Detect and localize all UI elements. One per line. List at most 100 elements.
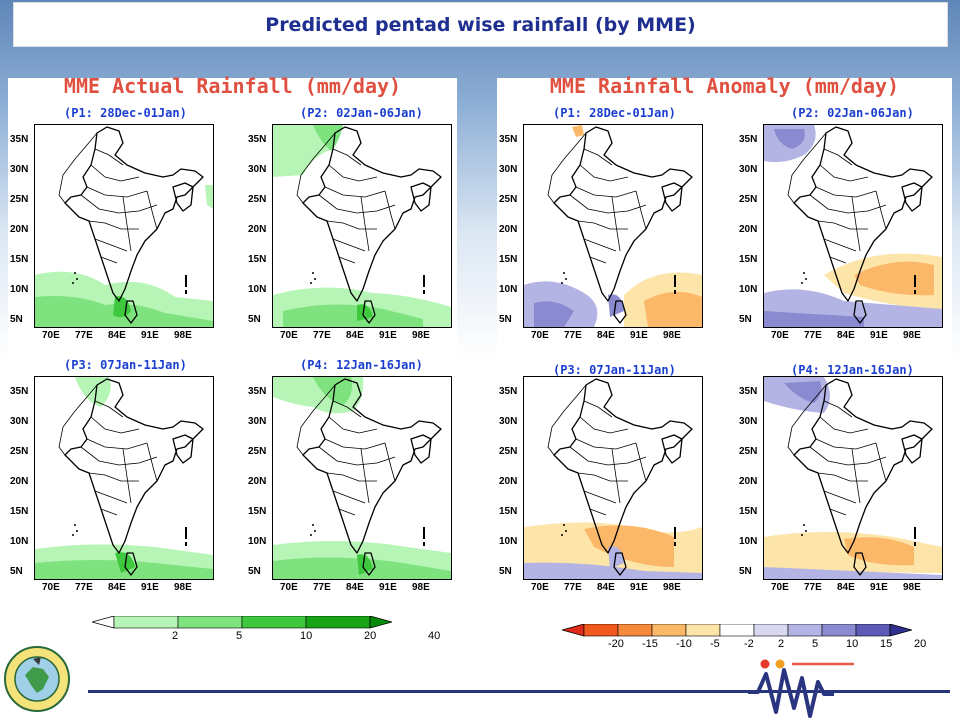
latitude-tick-label: 10N: [499, 536, 518, 547]
andaman-islands: [185, 527, 187, 539]
andaman-islands: [914, 542, 916, 546]
rainfall-field-shade: [75, 377, 111, 407]
lakshadweep-island: [72, 282, 74, 284]
andaman-islands: [674, 290, 676, 294]
lakshadweep-island: [314, 278, 316, 280]
actual-rainfall-title: MME Actual Rainfall (mm/day): [63, 74, 402, 98]
latitude-tick-label: 5N: [739, 566, 752, 577]
lakshadweep-island: [563, 272, 565, 274]
india-outline: [793, 126, 933, 302]
northeast-outline: [172, 182, 194, 212]
lakshadweep-island: [565, 278, 567, 280]
rainfall-field-shade: [764, 311, 864, 327]
latitude-tick-label: 30N: [499, 164, 518, 175]
map-canvas: [764, 377, 942, 579]
western-border: [787, 132, 827, 204]
andaman-islands: [185, 542, 187, 546]
india-outline: [793, 378, 933, 554]
rainfall-field-shade: [524, 562, 702, 579]
latitude-tick-label: 20N: [10, 476, 29, 487]
longitude-tick-label: 98E: [174, 330, 192, 341]
colorbar-segment: [787, 624, 823, 637]
colorbar-segment: [177, 616, 243, 629]
anomaly-colorbar: [562, 624, 912, 637]
rainfall-field-shade: [273, 125, 333, 177]
actual-rainfall-panel: MME Actual Rainfall (mm/day) (P1: 28Dec-…: [8, 74, 457, 599]
colorbar-tick-label: -10: [676, 638, 692, 650]
state-boundaries: [569, 400, 647, 516]
rainfall-map: [523, 124, 703, 328]
andaman-islands: [674, 527, 676, 539]
rainfall-field-shade: [357, 304, 373, 321]
latitude-tick-label: 25N: [10, 446, 29, 457]
rainfall-map: [272, 376, 452, 580]
latitude-tick-label: 10N: [248, 284, 267, 295]
anomaly-panel: MME Rainfall Anomaly (mm/day) (P1: 28Dec…: [497, 74, 952, 599]
western-border: [547, 384, 587, 456]
latitude-tick-label: 25N: [10, 194, 29, 205]
rainfall-map: [763, 124, 943, 328]
lakshadweep-island: [561, 534, 563, 536]
western-border: [296, 132, 336, 204]
state-boundaries: [80, 148, 158, 264]
latitude-tick-label: 15N: [739, 506, 758, 517]
latitude-tick-label: 15N: [499, 506, 518, 517]
lakshadweep-island: [561, 282, 563, 284]
lakshadweep-island: [76, 278, 78, 280]
latitude-tick-label: 30N: [499, 416, 518, 427]
rainfall-field-shade: [644, 291, 702, 327]
longitude-tick-label: 70E: [280, 330, 298, 341]
sri-lanka-outline: [853, 300, 867, 324]
sri-lanka-outline: [613, 552, 627, 576]
longitude-tick-label: 77E: [564, 582, 582, 593]
longitude-tick-label: 77E: [75, 330, 93, 341]
rainfall-field-shade: [844, 537, 914, 566]
lakshadweep-island: [74, 524, 76, 526]
colorbar-tick-label: -2: [744, 638, 754, 650]
colorbar-tick-label: 15: [880, 638, 893, 650]
latitude-tick-label: 5N: [248, 314, 261, 325]
latitude-tick-label: 35N: [739, 134, 758, 145]
longitude-tick-label: 91E: [141, 582, 159, 593]
latitude-tick-label: 25N: [739, 194, 758, 205]
map-canvas: [273, 125, 451, 327]
colorbar-segment: [719, 624, 755, 637]
longitude-tick-label: 77E: [313, 582, 331, 593]
rainfall-field-shade: [534, 301, 574, 327]
colorbar-segment: [369, 616, 392, 629]
map-period-label: (P4: 12Jan-16Jan): [300, 358, 423, 372]
rainfall-field-shade: [313, 125, 343, 151]
colorbar-tick-label: -20: [608, 638, 624, 650]
institute-seal-logo: [4, 646, 70, 712]
latitude-tick-label: 15N: [248, 254, 267, 265]
longitude-tick-label: 70E: [531, 582, 549, 593]
longitude-tick-label: 77E: [75, 582, 93, 593]
longitude-tick-label: 70E: [280, 582, 298, 593]
latitude-tick-label: 20N: [248, 224, 267, 235]
page-title: Predicted pentad wise rainfall (by MME): [265, 13, 696, 36]
colorbar-segment: [753, 624, 789, 637]
western-border: [547, 132, 587, 204]
sri-lanka-outline: [362, 552, 376, 576]
india-outline: [302, 378, 442, 554]
latitude-tick-label: 15N: [739, 254, 758, 265]
map-period-label: (P2: 02Jan-06Jan): [791, 106, 914, 120]
colorbar-tick-label: 2: [778, 638, 785, 650]
latitude-tick-label: 5N: [499, 314, 512, 325]
map-canvas: [524, 378, 702, 579]
andaman-islands: [914, 527, 916, 539]
latitude-tick-label: 25N: [248, 446, 267, 457]
lakshadweep-island: [803, 524, 805, 526]
northeast-outline: [410, 434, 432, 464]
latitude-tick-label: 20N: [739, 476, 758, 487]
longitude-tick-label: 91E: [379, 582, 397, 593]
longitude-tick-label: 84E: [108, 330, 126, 341]
longitude-tick-label: 84E: [346, 330, 364, 341]
longitude-tick-label: 77E: [313, 330, 331, 341]
lakshadweep-island: [76, 530, 78, 532]
map-period-label: (P3: 07Jan-11Jan): [64, 358, 187, 372]
latitude-tick-label: 15N: [10, 506, 29, 517]
sri-lanka-outline: [613, 300, 627, 324]
andaman-islands: [185, 290, 187, 294]
rainfall-field-shade: [205, 185, 213, 209]
